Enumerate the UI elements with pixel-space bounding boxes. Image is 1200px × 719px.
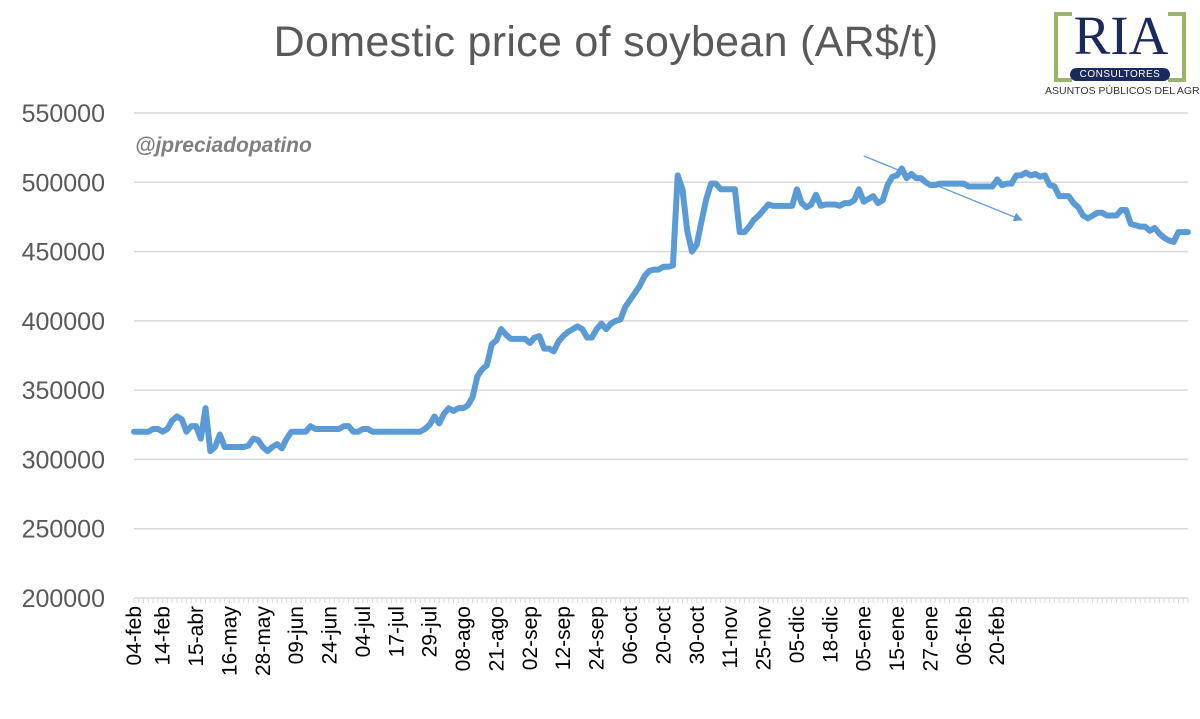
x-tick-label: 18-dic: [819, 606, 842, 663]
logo-bracket-right: [1168, 12, 1186, 82]
y-tick-label-250000: 250000: [22, 516, 105, 544]
y-tick-label-200000: 200000: [22, 585, 105, 613]
series-line: [131, 165, 1191, 455]
x-tick-label: 02-sep: [519, 606, 542, 670]
x-tick-label: 28-may: [252, 606, 275, 677]
x-tick-label: 12-sep: [552, 606, 575, 670]
x-tick-label: 27-ene: [919, 606, 942, 671]
logo-badge: CONSULTORES: [1070, 68, 1170, 81]
y-tick-label-300000: 300000: [22, 446, 105, 474]
x-axis: 04-feb 14-feb 15-abr 16-may 28-may 09-jun 24-j…: [123, 597, 1189, 677]
x-tick-label: 04-feb: [123, 606, 146, 666]
x-tick-label: 14-feb: [152, 606, 175, 666]
x-tick-label: 24-jun: [319, 606, 342, 664]
x-tick-label: 20-oct: [652, 606, 675, 665]
x-tick-label: 16-may: [218, 606, 241, 677]
logo-tagline: ASUNTOS PÚBLICOS DEL AGRO: [1045, 85, 1200, 97]
y-axis: 200000 250000 300000 350000 400000 450000 5000…: [22, 100, 105, 613]
y-tick-label-400000: 400000: [22, 308, 105, 336]
x-tick-label: 04-jul: [352, 606, 375, 657]
x-tick-label: 29-jul: [419, 606, 442, 657]
x-tick-label: 11-nov: [719, 606, 742, 669]
x-tick-label: 24-sep: [586, 606, 609, 670]
y-tick-label-350000: 350000: [22, 377, 105, 405]
x-tick-label: 17-jul: [385, 606, 408, 657]
y-tick-label-500000: 500000: [22, 169, 105, 197]
x-tick-label: 08-ago: [452, 606, 475, 671]
x-tick-label: 06-oct: [619, 606, 642, 665]
x-tick-label: 21-ago: [485, 606, 508, 671]
x-tick-label: 06-feb: [953, 606, 976, 666]
x-tick-label: 05-ene: [853, 606, 876, 671]
chart-title: Domestic price of soybean (AR$/t): [273, 18, 939, 66]
x-tick-label: 09-jun: [285, 606, 308, 664]
x-tick-label: 30-oct: [686, 606, 709, 665]
ria-logo: RIA CONSULTORES ASUNTOS PÚBLICOS DEL AGR…: [1045, 5, 1200, 104]
x-tick-label: 20-feb: [986, 606, 1009, 666]
grid-lines: [134, 112, 1188, 530]
x-tick-label: 25-nov: [753, 606, 776, 671]
watermark-text: @jpreciadopatino: [135, 134, 312, 157]
series-soybean-price: [131, 165, 1191, 455]
x-tick-label: 15-abr: [185, 606, 208, 667]
trend-arrow: [863, 155, 1023, 222]
annotations: [863, 155, 1023, 222]
x-tick-label: 15-ene: [886, 606, 909, 671]
logo-bracket-left: [1054, 12, 1072, 82]
x-tick-label: 05-dic: [786, 606, 809, 663]
y-tick-label-450000: 450000: [22, 239, 105, 267]
logo-name: RIA: [1073, 5, 1169, 66]
y-tick-label-550000: 550000: [22, 100, 105, 128]
